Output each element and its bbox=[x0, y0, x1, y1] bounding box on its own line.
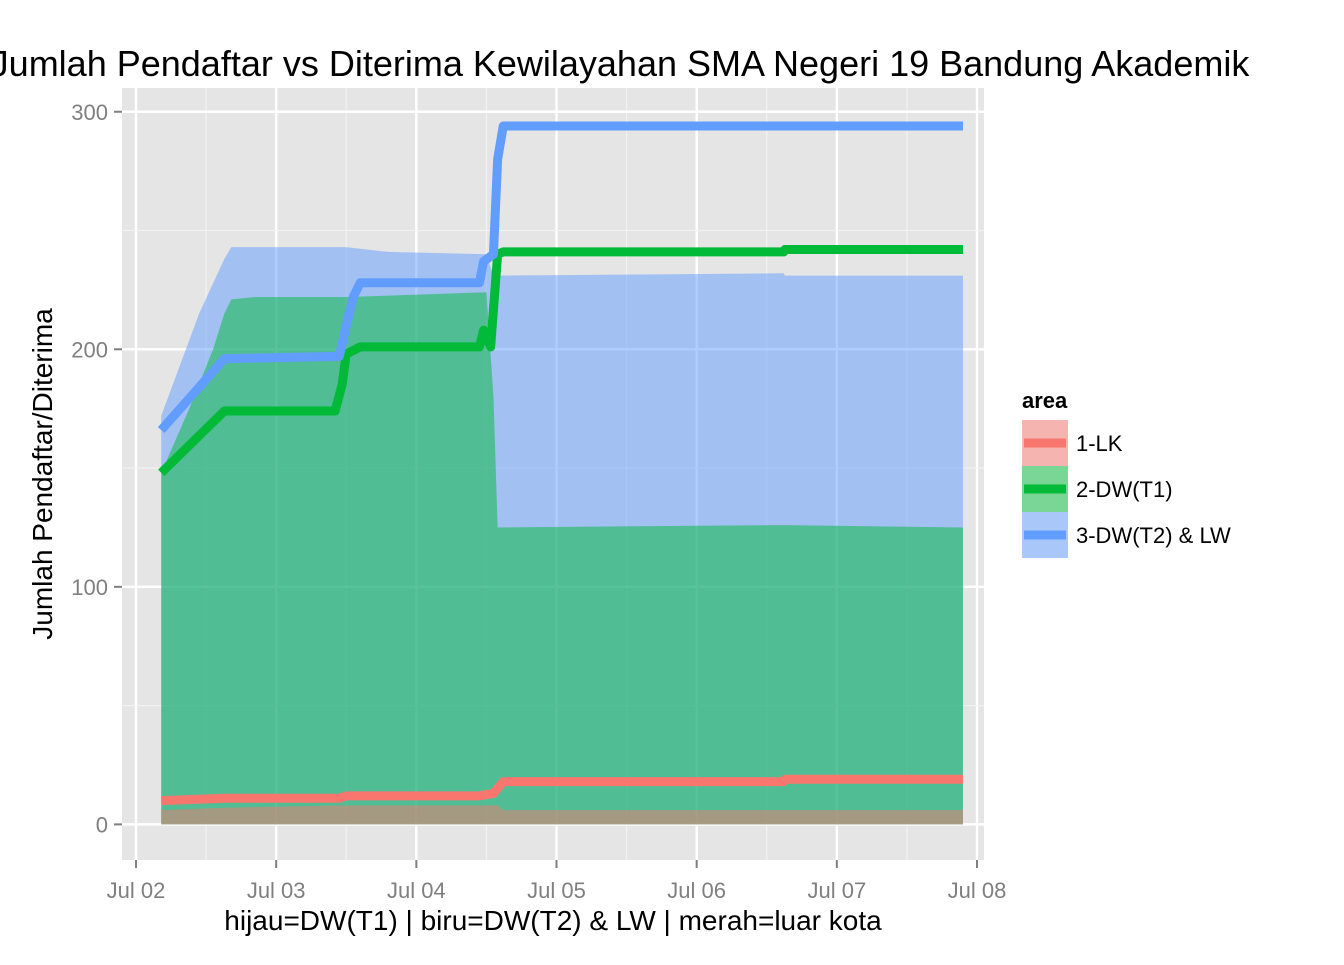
legend-title: area bbox=[1022, 388, 1068, 413]
area-1-lk bbox=[161, 805, 963, 825]
line-1-lk bbox=[161, 774, 963, 806]
chart-title: Jumlah Pendaftar vs Diterima Kewilayahan… bbox=[0, 43, 1250, 84]
y-tick-label: 100 bbox=[71, 575, 108, 600]
line-3-dw-t2-lw bbox=[157, 121, 963, 434]
line-2-dw-t1- bbox=[158, 245, 963, 477]
x-tick-label: Jul 03 bbox=[247, 878, 306, 903]
legend: area 1-LK 2-DW(T1) 3-DW(T2) & LW bbox=[1022, 388, 1231, 558]
y-tick-label: 300 bbox=[71, 100, 108, 125]
x-tick-label: Jul 05 bbox=[527, 878, 586, 903]
y-tick-label: 0 bbox=[96, 812, 108, 837]
x-tick-label: Jul 06 bbox=[667, 878, 726, 903]
y-tick-label: 200 bbox=[71, 337, 108, 362]
legend-label: 3-DW(T2) & LW bbox=[1076, 523, 1231, 548]
x-tick-label: Jul 04 bbox=[387, 878, 446, 903]
x-tick-label: Jul 08 bbox=[948, 878, 1007, 903]
area-2-dw-t1- bbox=[161, 292, 963, 825]
legend-label: 1-LK bbox=[1076, 431, 1123, 456]
y-axis-title: Jumlah Pendaftar/Diterima bbox=[27, 308, 58, 640]
legend-label: 2-DW(T1) bbox=[1076, 477, 1173, 502]
x-axis-title: hijau=DW(T1) | biru=DW(T2) & LW | merah=… bbox=[224, 905, 882, 936]
x-tick-label: Jul 02 bbox=[107, 878, 166, 903]
x-tick-label: Jul 07 bbox=[807, 878, 866, 903]
